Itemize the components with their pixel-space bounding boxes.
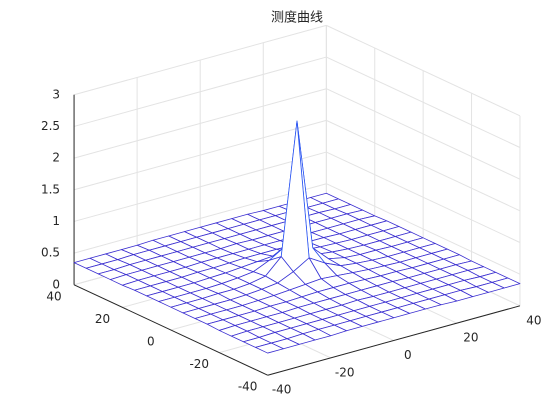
grid-line: [73, 56, 327, 127]
grid-line: [73, 88, 327, 159]
y-tick-label: 0: [147, 334, 155, 348]
z-tick-label: 2: [52, 151, 60, 165]
x-tick-label: 0: [404, 348, 412, 362]
grid-line: [73, 183, 327, 254]
mesh-cell: [255, 342, 284, 354]
chart-title: 测度曲线: [271, 10, 323, 26]
y-axis: [73, 284, 268, 376]
y-tick-label: -40: [238, 380, 258, 394]
grid-line: [73, 119, 327, 191]
grid-line: [73, 24, 327, 96]
z-tick-label: 2.5: [41, 119, 60, 133]
x-tick-label: -20: [335, 365, 355, 379]
z-tick-label: 0.5: [41, 246, 60, 260]
z-tick-label: 3: [52, 87, 60, 101]
x-tick-label: -40: [272, 383, 292, 397]
x-tick-label: 20: [463, 331, 478, 345]
grid-line: [326, 119, 521, 212]
z-tick-label: 1.5: [41, 182, 60, 196]
x-tick-label: 40: [526, 313, 541, 327]
z-tick-label: 1: [52, 214, 60, 228]
grid-line: [326, 183, 521, 275]
grid-line: [326, 88, 521, 180]
grid-line: [326, 56, 521, 148]
y-tick-label: 40: [46, 289, 61, 303]
x-axis: [267, 305, 521, 376]
grid-line: [326, 151, 521, 243]
y-tick-label: 20: [95, 312, 110, 326]
grid-line: [326, 24, 521, 117]
y-tick-label: -20: [189, 357, 209, 371]
grid-line: [73, 151, 327, 222]
z-tick-label: 0: [52, 277, 60, 291]
